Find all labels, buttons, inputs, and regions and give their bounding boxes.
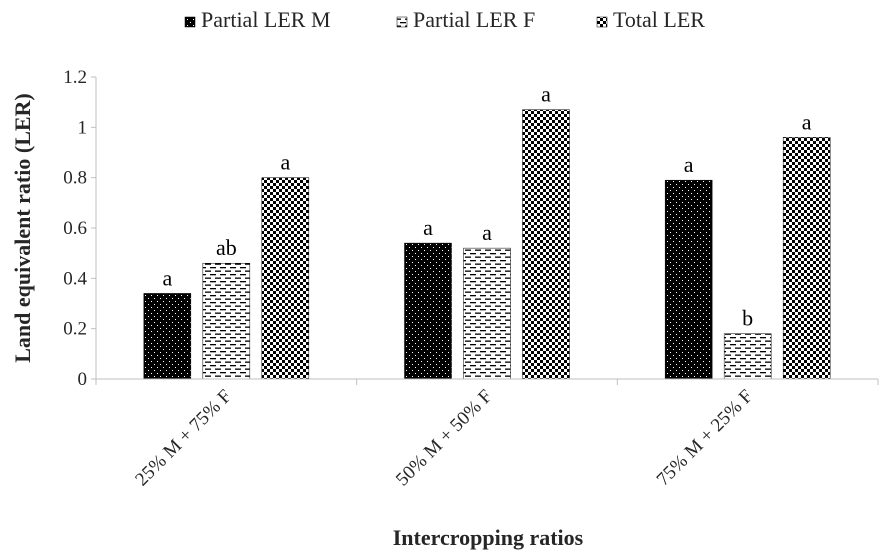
y-axis: 0 0.2 0.4 0.6 0.8 1 1.2 bbox=[63, 67, 97, 390]
y-tick-label: 1.2 bbox=[63, 67, 87, 88]
data-label: a bbox=[162, 265, 172, 290]
data-label: a bbox=[482, 220, 492, 245]
x-axis-title: Intercropping ratios bbox=[393, 525, 584, 550]
legend-label: Total LER bbox=[613, 7, 705, 32]
bar-partial-ler-m-2 bbox=[404, 242, 452, 380]
bar-total-ler-3 bbox=[782, 137, 831, 380]
x-axis: 25% M + 75% F 50% M + 50% F 75% M + 25% F bbox=[95, 378, 879, 491]
bar-partial-ler-m-3 bbox=[664, 179, 713, 380]
legend-swatch bbox=[596, 16, 608, 28]
legend-swatch bbox=[184, 16, 196, 28]
x-tick-label: 75% M + 25% F bbox=[653, 386, 758, 491]
y-tick-label: 0.2 bbox=[63, 319, 87, 340]
data-label: a bbox=[541, 82, 551, 107]
bar-partial-ler-f-3 bbox=[723, 333, 772, 380]
data-label: a bbox=[802, 109, 812, 134]
y-tick-label: 0.6 bbox=[63, 218, 87, 239]
y-tick-label: 1 bbox=[78, 117, 88, 138]
bar-partial-ler-m-1 bbox=[143, 293, 192, 380]
x-tick-label: 25% M + 75% F bbox=[131, 386, 236, 491]
data-label: a bbox=[684, 152, 694, 177]
bar-total-ler-2 bbox=[522, 109, 570, 380]
bar-partial-ler-f-2 bbox=[463, 247, 511, 380]
data-label: ab bbox=[216, 235, 237, 260]
bar-partial-ler-f-1 bbox=[202, 262, 251, 380]
legend-label: Partial LER F bbox=[413, 7, 535, 32]
y-axis-title: Land equivalent ratio (LER) bbox=[10, 93, 35, 363]
y-tick-label: 0 bbox=[78, 369, 88, 390]
y-tick-label: 0.8 bbox=[63, 168, 87, 189]
legend-swatch bbox=[396, 16, 408, 28]
data-label: b bbox=[742, 306, 753, 331]
data-label: a bbox=[280, 150, 290, 175]
x-tick-label: 50% M + 50% F bbox=[392, 386, 497, 491]
bar-total-ler-1 bbox=[261, 177, 310, 380]
legend: Partial LER M Partial LER F Total LER bbox=[184, 7, 705, 32]
y-tick-label: 0.4 bbox=[63, 268, 87, 289]
data-label: a bbox=[423, 215, 433, 240]
legend-label: Partial LER M bbox=[201, 7, 331, 32]
